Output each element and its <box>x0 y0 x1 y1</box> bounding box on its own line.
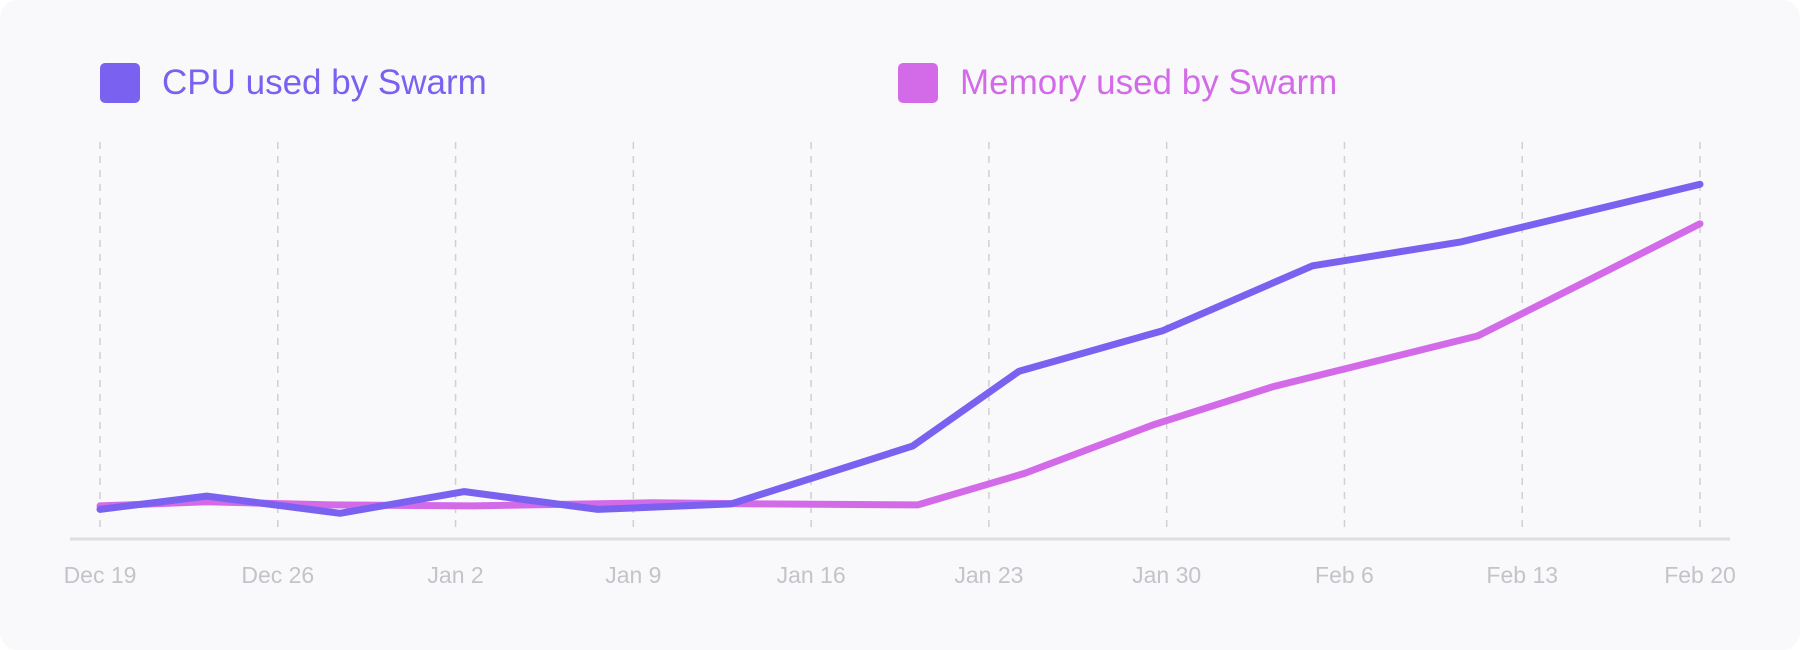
series-line-memory[interactable] <box>96 220 1704 510</box>
legend-label-cpu: CPU used by Swarm <box>162 63 487 102</box>
x-tick-label: Jan 16 <box>777 562 846 588</box>
series-lines <box>96 180 1704 517</box>
grid-lines <box>99 142 1701 530</box>
x-axis-ticks: Dec 19 Dec 26 Jan 2 Jan 9 Jan 16 Jan 23 Jan 30… <box>64 562 1736 588</box>
x-tick-label: Dec 19 <box>64 562 137 588</box>
x-tick-label: Dec 26 <box>241 562 314 588</box>
x-tick-label: Jan 2 <box>427 562 483 588</box>
series-line-cpu[interactable] <box>96 180 1704 517</box>
legend-label-memory: Memory used by Swarm <box>960 63 1338 102</box>
x-tick-label: Jan 30 <box>1132 562 1201 588</box>
x-tick-label: Feb 6 <box>1315 562 1374 588</box>
x-tick-label: Feb 20 <box>1664 562 1736 588</box>
x-tick-label: Jan 23 <box>954 562 1023 588</box>
x-tick-label: Feb 13 <box>1486 562 1558 588</box>
legend-item-memory[interactable]: Memory used by Swarm <box>898 62 1337 104</box>
legend-item-cpu[interactable]: CPU used by Swarm <box>100 62 487 104</box>
legend-swatch-cpu <box>100 63 140 103</box>
x-tick-label: Jan 9 <box>605 562 661 588</box>
legend-swatch-memory <box>898 63 938 103</box>
